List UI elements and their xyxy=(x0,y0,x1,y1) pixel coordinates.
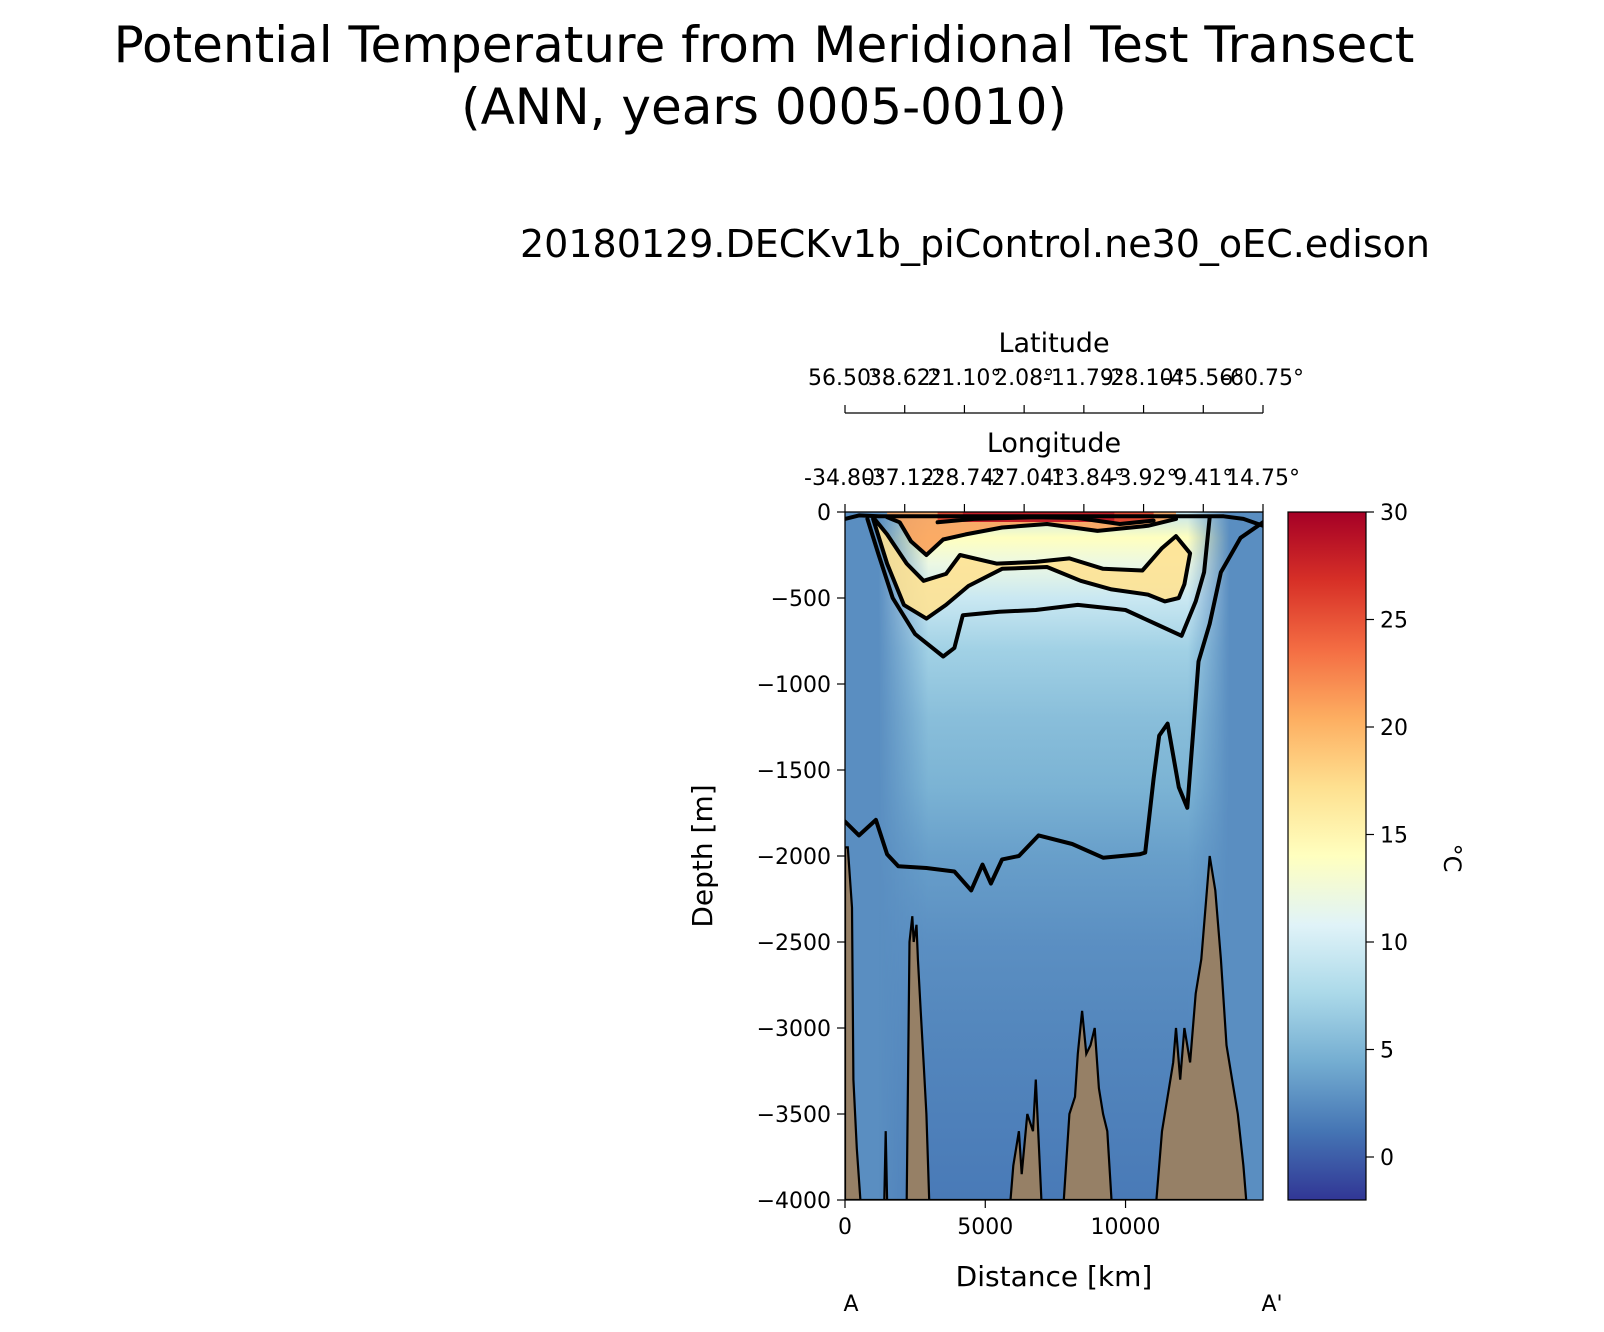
contour-5C xyxy=(845,520,1263,893)
longitude-tick-label: -13.84° xyxy=(1043,466,1125,491)
longitude-tick-label: -34.80° xyxy=(804,466,886,491)
longitude-tick-label: -28.74° xyxy=(923,466,1005,491)
y-tick-label: −1000 xyxy=(757,673,831,698)
longitude-tick-label: 9.41° xyxy=(1173,466,1233,491)
y-axis: 0 −500 −1000 −1500 −2000 −2500 −3000 −3500 −4000 xyxy=(757,501,845,1214)
contour-20C xyxy=(885,515,1178,557)
contour-15C xyxy=(871,515,1193,621)
latitude-axis-label: Latitude xyxy=(998,328,1109,359)
longitude-ticks: -34.80°-37.12°-28.74°-27.04°-13.84°-3.92… xyxy=(804,466,1300,512)
latitude-tick-label: 38.62° xyxy=(868,366,942,391)
figure-title: Potential Temperature from Meridional Te… xyxy=(0,14,1528,138)
colorbar-label: °C xyxy=(1438,844,1466,873)
colorbar-tick-label: 0 xyxy=(1380,1146,1394,1171)
bathymetry-layer xyxy=(845,846,1248,1200)
contour-10C xyxy=(865,515,1212,659)
colorbar-tick-label: 30 xyxy=(1380,501,1408,526)
longitude-tick-label: -3.92° xyxy=(1110,466,1178,491)
y-axis-label: Depth [m] xyxy=(686,784,719,927)
colorbar-tick-label: 15 xyxy=(1380,824,1408,849)
x-tick-label: 0 xyxy=(838,1215,852,1240)
figure-title-line1: Potential Temperature from Meridional Te… xyxy=(113,16,1415,74)
chart-subtitle: 20180129.DECKv1b_piControl.ne30_oEC.edis… xyxy=(520,222,1430,266)
y-tick-label: −2000 xyxy=(757,845,831,870)
latitude-tick-label: -28.10° xyxy=(1103,366,1185,391)
colorbar-tick-label: 20 xyxy=(1380,716,1408,741)
colorbar xyxy=(1288,512,1366,1200)
latitude-tick-label: 21.10° xyxy=(927,366,1001,391)
latitude-tick-label: -11.79° xyxy=(1043,366,1125,391)
y-tick-label: −500 xyxy=(771,587,831,612)
seafloor xyxy=(845,846,1248,1200)
x-tick-label: 10000 xyxy=(1091,1215,1161,1240)
y-tick-label: 0 xyxy=(817,501,831,526)
colorbar-tick-label: 25 xyxy=(1380,609,1408,634)
latitude-tick-label: 56.50° xyxy=(808,366,882,391)
x-axis: 0 5000 10000 xyxy=(838,1200,1161,1240)
longitude-axis-label: Longitude xyxy=(987,428,1121,459)
colorbar-tick-label: 10 xyxy=(1380,931,1408,956)
y-tick-label: −1500 xyxy=(757,759,831,784)
latitude-tick-label: -45.56° xyxy=(1162,366,1244,391)
y-tick-label: −4000 xyxy=(757,1189,831,1214)
transect-end-label: A' xyxy=(1261,1292,1282,1317)
x-tick-label: 5000 xyxy=(957,1215,1013,1240)
colorbar-frame xyxy=(1287,511,1367,1201)
warm-band-15 xyxy=(873,517,1191,619)
figure-title-line2: (ANN, years 0005-0010) xyxy=(461,78,1067,136)
colorbar-ticks: 0 5 10 15 20 25 30 xyxy=(1366,501,1408,1171)
latitude-tick-label: -60.75° xyxy=(1222,366,1304,391)
y-tick-label: −3000 xyxy=(757,1017,831,1042)
transect-start-label: A xyxy=(843,1292,858,1317)
contour-layer xyxy=(845,513,1263,893)
y-tick-label: −2500 xyxy=(757,931,831,956)
latitude-tick-label: 2.08° xyxy=(994,366,1054,391)
colorbar-tick-label: 5 xyxy=(1380,1039,1394,1064)
longitude-tick-label: -27.04° xyxy=(983,466,1065,491)
y-tick-label: −3500 xyxy=(757,1103,831,1128)
longitude-tick-label: 14.75° xyxy=(1226,466,1300,491)
longitude-tick-label: -37.12° xyxy=(864,466,946,491)
x-axis-label: Distance [km] xyxy=(956,1260,1153,1293)
latitude-ticks: 56.50°38.62°21.10°2.08°-11.79°-28.10°-45… xyxy=(808,366,1304,413)
contour-2C xyxy=(845,513,1263,528)
